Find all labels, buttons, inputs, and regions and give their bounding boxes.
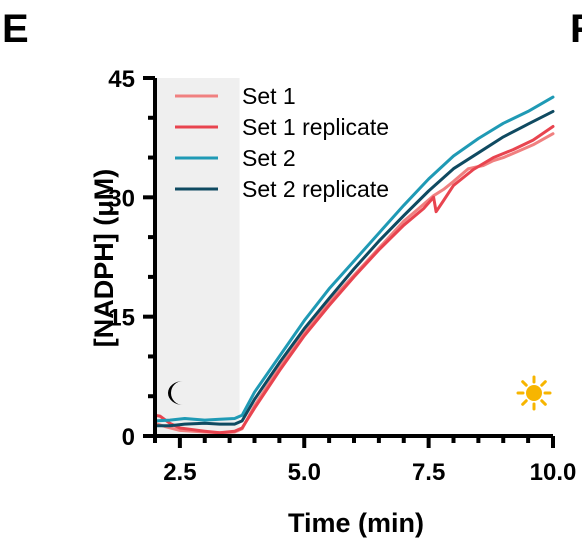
- dark-period-shading: [155, 78, 240, 436]
- moon-icon: [168, 381, 183, 405]
- series-line-3: [153, 95, 555, 423]
- series-line-2: [153, 125, 555, 435]
- legend-label: Set 1: [242, 83, 296, 109]
- sun-icon: [516, 375, 552, 411]
- legend: Set 1 Set 1 replicate Set 2 Set 2 replicate: [175, 83, 389, 202]
- y-tick-label: 0: [122, 424, 135, 451]
- series-line-4: [153, 109, 555, 428]
- tick-layer: 0 15 30 45 2.5 5.0 7.5 10.0: [108, 66, 576, 486]
- y-tick-label: 30: [108, 185, 135, 212]
- x-tick-label: 10.0: [530, 459, 577, 486]
- legend-label: Set 2: [242, 145, 296, 171]
- y-axis-title: [NADPH] (μM): [89, 169, 119, 347]
- y-tick-label: 15: [108, 305, 135, 332]
- x-tick-label: 7.5: [412, 459, 445, 486]
- panel-label-e: E: [2, 7, 29, 51]
- x-tick-label: 5.0: [288, 459, 321, 486]
- x-tick-label: 2.5: [163, 459, 196, 486]
- series-layer: [153, 95, 555, 435]
- x-axis-title: Time (min): [288, 508, 424, 538]
- legend-label: Set 1 replicate: [242, 114, 389, 140]
- y-tick-label: 45: [108, 66, 135, 93]
- panel-label-f: F: [570, 7, 582, 51]
- legend-label: Set 2 replicate: [242, 176, 389, 202]
